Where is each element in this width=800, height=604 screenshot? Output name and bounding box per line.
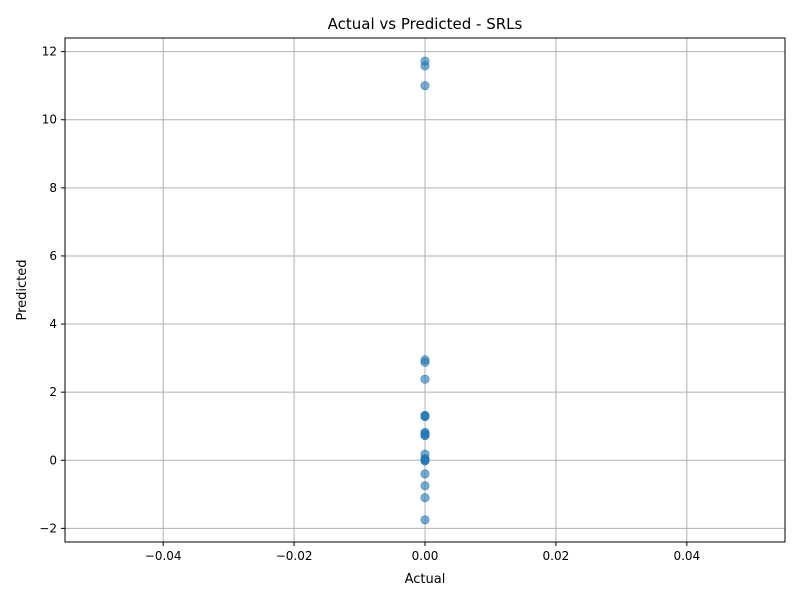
data-point [420,493,430,503]
chart-title: Actual vs Predicted - SRLs [328,15,523,33]
y-tick-label: 0 [49,453,57,467]
y-tick-label: 12 [42,45,57,59]
data-point [420,357,430,367]
x-tick-label: 0.02 [543,549,570,563]
data-point [420,81,430,91]
y-axis-ticks: −2 0 2 4 6 8 10 12 [39,45,65,535]
grid-lines [65,38,785,542]
data-point [420,431,430,441]
data-point [420,374,430,384]
data-point [420,481,430,491]
y-tick-label: 8 [49,181,57,195]
x-axis-ticks: −0.04 −0.02 0.00 0.02 0.04 [145,542,700,563]
x-tick-label: 0.04 [673,549,700,563]
data-point [420,469,430,479]
data-point [420,410,430,420]
y-axis-label: Predicted [15,259,30,320]
x-tick-label: −0.04 [145,549,182,563]
y-tick-label: 4 [49,317,57,331]
data-points [420,56,430,525]
x-tick-label: 0.00 [412,549,439,563]
data-point [420,455,430,465]
y-tick-label: 6 [49,249,57,263]
x-tick-label: −0.02 [276,549,313,563]
y-tick-label: 10 [42,113,57,127]
data-point [420,61,430,71]
y-tick-label: 2 [49,385,57,399]
data-point [420,515,430,525]
x-axis-label: Actual [405,572,446,587]
y-tick-label: −2 [39,521,57,535]
